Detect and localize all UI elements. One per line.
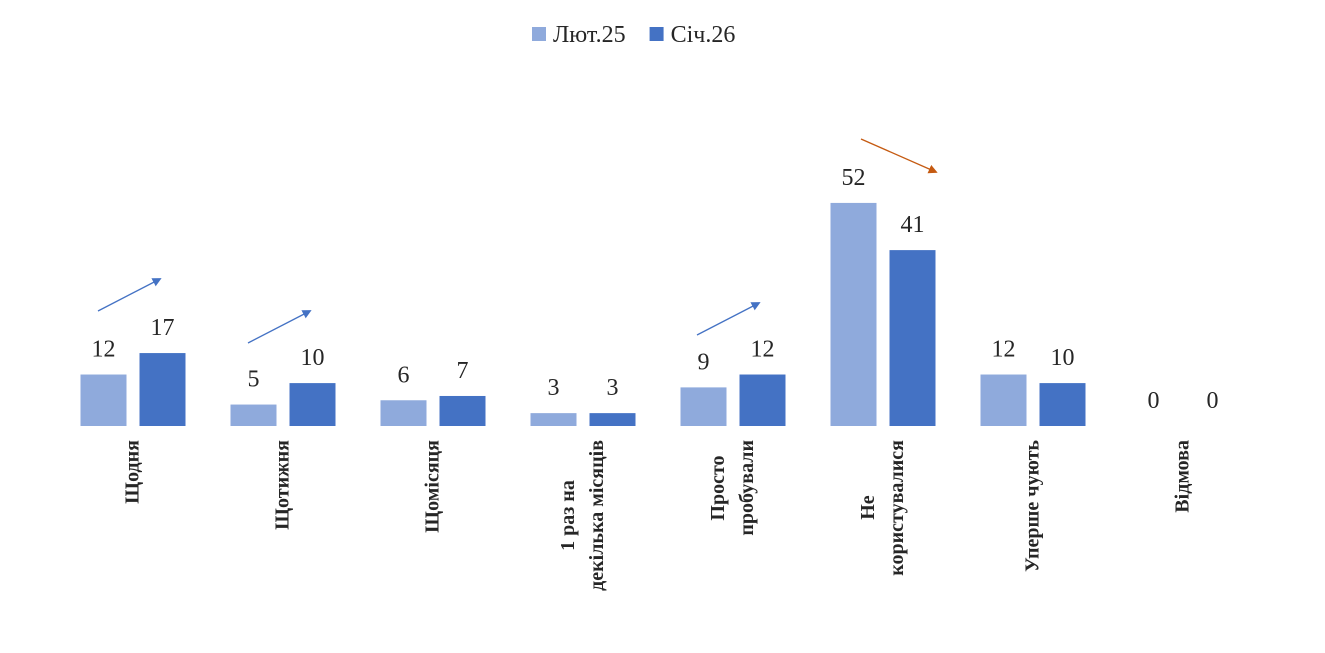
x-tick-label: Уперше чують bbox=[1021, 440, 1044, 573]
bar bbox=[80, 374, 127, 426]
data-label: 41 bbox=[901, 212, 925, 238]
data-label: 12 bbox=[992, 337, 1016, 363]
data-label: 6 bbox=[398, 362, 410, 388]
x-tick-label: Щотижня bbox=[271, 440, 294, 530]
x-tick-label: 1 раз на декілька місяців bbox=[557, 440, 608, 591]
bar bbox=[230, 404, 277, 426]
bar bbox=[680, 387, 727, 426]
trend-arrow bbox=[247, 310, 312, 344]
bar bbox=[739, 374, 786, 426]
data-label: 12 bbox=[751, 337, 775, 363]
data-label: 10 bbox=[301, 345, 325, 371]
legend-label: Лют.25 bbox=[553, 22, 626, 48]
data-label: 3 bbox=[607, 375, 619, 401]
bar bbox=[439, 395, 486, 426]
bar bbox=[889, 250, 936, 426]
bar bbox=[980, 374, 1027, 426]
legend-label: Січ.26 bbox=[671, 22, 736, 48]
trend-arrow bbox=[860, 138, 938, 174]
x-tick-label: Відмова bbox=[1171, 440, 1194, 513]
bar bbox=[380, 400, 427, 426]
x-tick-label: Щомісяця bbox=[421, 440, 444, 533]
legend-swatch bbox=[532, 27, 546, 41]
bar bbox=[1039, 383, 1086, 426]
data-label: 0 bbox=[1148, 388, 1160, 414]
data-label: 10 bbox=[1051, 345, 1075, 371]
bar bbox=[139, 353, 186, 426]
data-label: 52 bbox=[842, 165, 866, 191]
x-tick-label: Щодня bbox=[121, 440, 144, 504]
data-label: 17 bbox=[151, 315, 175, 341]
bar bbox=[589, 413, 636, 426]
data-label: 7 bbox=[457, 358, 469, 384]
x-tick-label: Не користувалися bbox=[857, 440, 908, 576]
x-tick-label: Просто пробували bbox=[707, 440, 758, 536]
trend-arrow bbox=[696, 302, 761, 336]
bar bbox=[530, 413, 577, 426]
trend-arrow bbox=[97, 278, 162, 312]
legend-swatch bbox=[649, 27, 664, 41]
data-label: 5 bbox=[248, 367, 260, 393]
bar bbox=[830, 202, 877, 426]
data-label: 9 bbox=[698, 349, 710, 375]
data-label: 0 bbox=[1207, 388, 1219, 414]
bar bbox=[289, 383, 336, 426]
data-label: 3 bbox=[548, 375, 560, 401]
data-label: 12 bbox=[92, 337, 116, 363]
